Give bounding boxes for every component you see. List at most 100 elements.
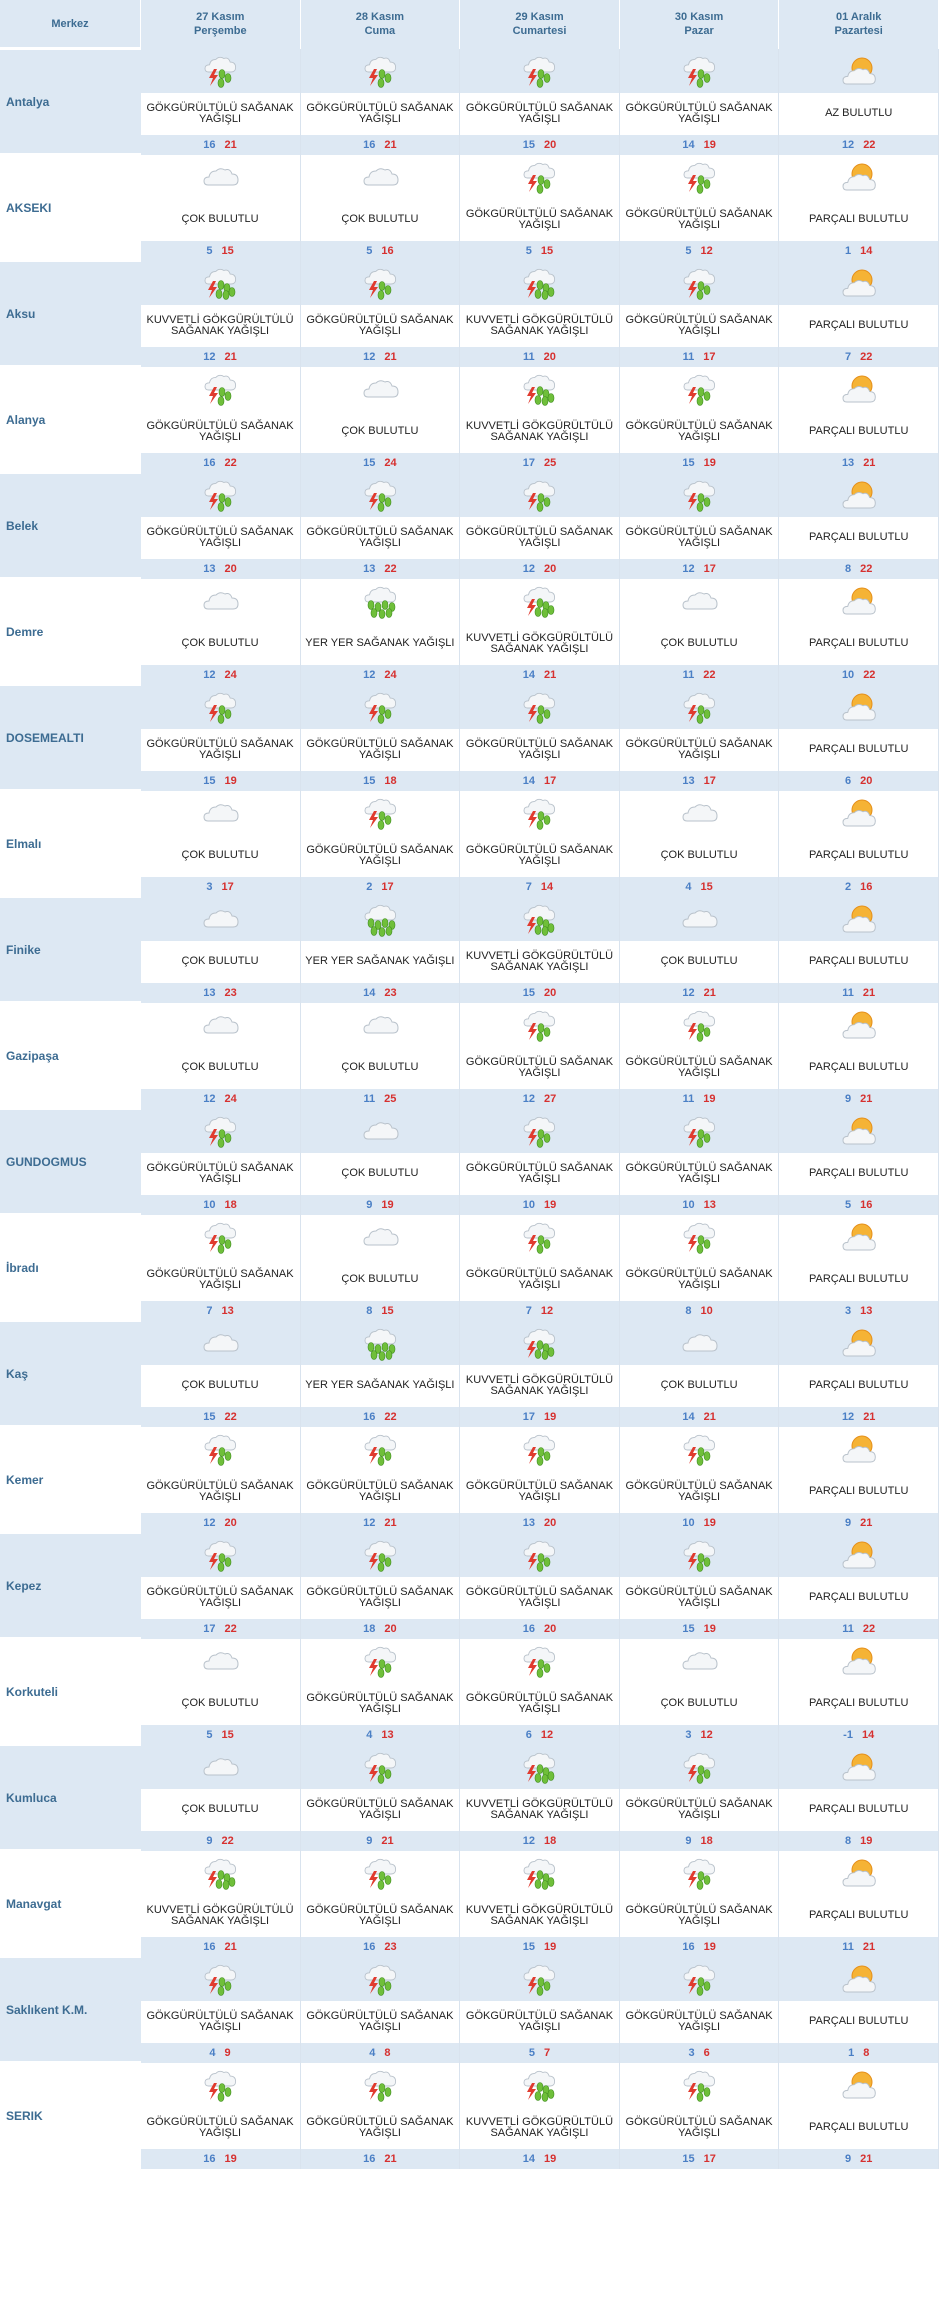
temperature-cell: 15 19 [140,770,301,791]
weather-icon-cell [300,366,461,411]
condition-text: GÖKGÜRÜLTÜLÜ SAĞANAK YAĞIŞLI [140,92,301,135]
weather-icon-cell [140,1002,301,1047]
weather-icon-cell [300,1214,461,1259]
partly-cloudy-icon [842,1753,876,1780]
max-temperature: 21 [862,986,876,999]
weather-icon-cell [300,1744,461,1789]
thunderstorm-icon [524,1222,556,1254]
thunderstorm-icon [364,268,396,300]
condition-text: GÖKGÜRÜLTÜLÜ SAĞANAK YAĞIŞLI [300,1576,461,1619]
cloud-icon [203,803,239,821]
max-temperature: 18 [224,1198,237,1211]
min-temperature: 12 [363,668,376,681]
thunderstorm-icon [683,692,716,724]
condition-text: KUVVETLİ GÖKGÜRÜLTÜLÜ SAĞANAK YAĞIŞLI [140,304,301,347]
min-temperature: 5 [366,244,373,257]
condition-text: GÖKGÜRÜLTÜLÜ SAĞANAK YAĞIŞLI [459,516,620,559]
temperature-cell: 3 17 [140,876,301,897]
thunderstorm-icon [204,374,237,406]
showers-icon [364,1328,396,1361]
min-temperature: 16 [203,1940,216,1953]
weather-icon-cell [300,1956,461,2001]
partly-cloudy-icon [842,1329,876,1356]
location-icon-row: Finike [0,895,939,1003]
max-temperature: 19 [224,2152,237,2165]
max-temperature: 20 [384,1622,397,1635]
weather-icon-cell [619,260,780,305]
cloud-icon [682,1333,718,1351]
location-temperature-row: 5 15 5 16 5 15 5 12 1 14 [0,240,939,261]
heavy-thunderstorm-icon [524,1752,556,1784]
location-name: Elmalı [0,789,141,897]
max-temperature: 19 [703,1516,716,1529]
max-temperature: 13 [703,1198,716,1211]
condition-text: GÖKGÜRÜLTÜLÜ SAĞANAK YAĞIŞLI [619,92,780,135]
min-temperature: 14 [522,668,535,681]
cloud-icon [203,1757,239,1775]
partly-cloudy-icon [842,587,876,614]
location-condition-row: ÇOK BULUTLU ÇOK BULUTLU GÖKGÜRÜLTÜLÜ SAĞAN… [0,198,939,241]
thunderstorm-icon [524,1010,556,1042]
max-temperature: 24 [224,668,237,681]
location-icon-row: Gazipaşa [0,1001,939,1109]
location-condition-row: GÖKGÜRÜLTÜLÜ SAĞANAK YAĞIŞLI GÖKGÜRÜLTÜLÜ… [0,2000,939,2043]
condition-text: GÖKGÜRÜLTÜLÜ SAĞANAK YAĞIŞLI [459,2000,620,2043]
temperature-cell: 10 18 [140,1194,301,1215]
condition-text: PARÇALI BULUTLU [778,940,939,983]
day-date: 27 Kasım [196,11,245,24]
max-temperature: 23 [384,986,397,999]
min-temperature: 9 [845,1092,852,1105]
thunderstorm-icon [683,162,716,194]
weather-icon-cell [140,2062,301,2107]
max-temperature: 19 [703,138,716,151]
temperature-cell: 17 25 [459,452,620,473]
max-temperature: 20 [224,1516,237,1529]
showers-icon [364,586,396,619]
max-temperature: 21 [224,1940,237,1953]
max-temperature: 22 [224,456,237,469]
location-name: GUNDOGMUS [0,1107,141,1215]
temperature-cell: 13 20 [459,1512,620,1533]
location-temperature-row: 12 20 12 21 13 20 10 19 9 21 [0,1512,939,1533]
day-column-header: 01 Aralık Pazartesi [778,0,939,49]
location-temperature-row: 16 19 16 21 14 19 15 17 9 21 [0,2148,939,2169]
condition-text: GÖKGÜRÜLTÜLÜ SAĞANAK YAĞIŞLI [140,2000,301,2043]
thunderstorm-icon [524,1964,556,1996]
weather-icon-cell [459,790,620,835]
location-name: AKSEKI [0,153,141,261]
max-temperature: 13 [381,1728,394,1741]
condition-text: KUVVETLİ GÖKGÜRÜLTÜLÜ SAĞANAK YAĞIŞLI [459,940,620,983]
min-temperature: 10 [203,1198,216,1211]
temperature-cell: 11 25 [300,1088,461,1109]
condition-text: ÇOK BULUTLU [619,622,780,665]
weather-icon-cell [140,366,301,411]
location-temperature-row: 12 24 12 24 14 21 11 22 10 22 [0,664,939,685]
location-icon-row: Saklıkent K.M. [0,1955,939,2063]
condition-text: GÖKGÜRÜLTÜLÜ SAĞANAK YAĞIŞLI [140,1152,301,1195]
thunderstorm-icon [683,1116,716,1148]
location-name: Aksu [0,259,141,367]
temperature-cell: 14 19 [619,134,780,155]
max-temperature: 16 [381,244,394,257]
condition-text: GÖKGÜRÜLTÜLÜ SAĞANAK YAĞIŞLI [619,198,780,241]
location-condition-row: GÖKGÜRÜLTÜLÜ SAĞANAK YAĞIŞLI GÖKGÜRÜLTÜLÜ… [0,92,939,135]
min-temperature: 9 [366,1198,373,1211]
max-temperature: 9 [224,2046,231,2059]
weather-icon-cell [459,1638,620,1683]
cloud-icon [363,379,399,397]
condition-text: KUVVETLİ GÖKGÜRÜLTÜLÜ SAĞANAK YAĞIŞLI [459,410,620,453]
location-icon-row: Aksu [0,259,939,367]
thunderstorm-icon [364,1646,396,1678]
weather-icon-cell [300,684,461,729]
min-temperature: 15 [682,456,695,469]
min-temperature: 2 [366,880,373,893]
min-temperature: 9 [845,2152,852,2165]
condition-text: PARÇALI BULUTLU [778,1046,939,1089]
max-temperature: 19 [860,1834,873,1847]
weather-icon-cell [140,154,301,199]
max-temperature: 21 [384,2152,397,2165]
max-temperature: 22 [224,1410,237,1423]
weather-icon-cell [778,896,939,941]
min-temperature: 11 [842,986,854,999]
heavy-thunderstorm-icon [204,1858,237,1890]
